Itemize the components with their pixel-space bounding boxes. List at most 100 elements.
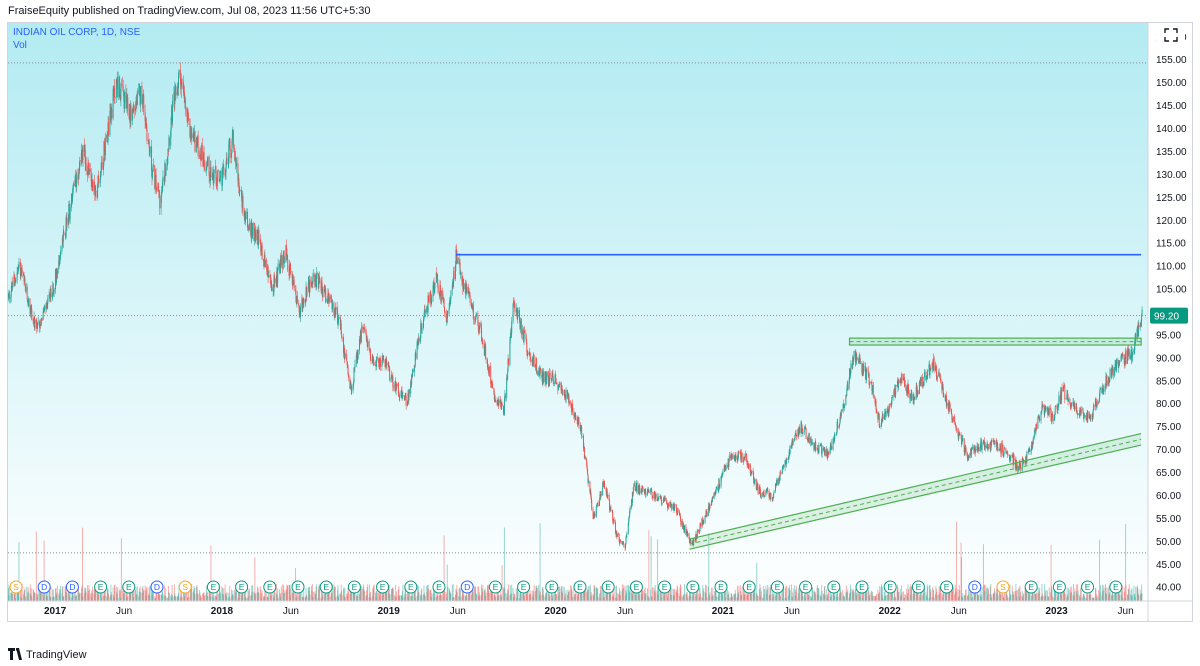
volume-bar [789,590,791,601]
volume-bar [245,597,247,601]
volume-bar [475,593,477,601]
volume-bar [369,584,371,601]
volume-bar [270,595,272,601]
candle-body [48,294,50,299]
candle-body [211,175,213,178]
candle-body [799,428,801,433]
volume-bar [337,589,339,601]
volume-bar [680,595,682,601]
volume-bar [428,588,430,601]
volume-bar [431,593,433,601]
candle-body [456,258,458,264]
volume-bar [476,594,478,601]
volume-bar [667,597,669,601]
candle-body [23,273,25,277]
volume-bar [641,589,643,601]
candle-body [971,449,973,455]
volume-bar [467,593,469,601]
volume-bar [389,593,391,601]
volume-bar [320,597,322,601]
volume-bar [1124,597,1126,601]
candle-body [829,451,831,455]
volume-bar [686,594,688,601]
volume-bar [545,592,547,601]
volume-bar [785,597,787,601]
volume-bar [241,595,243,601]
candle-body [296,295,298,304]
volume-bar [407,596,409,601]
candle-body [302,302,304,309]
volume-bar [187,597,189,601]
volume-bar [161,587,163,601]
volume-bar [415,597,417,601]
volume-bar [357,584,359,601]
candle-body [509,340,511,365]
volume-bar [216,591,218,601]
volume-bar [1045,589,1047,601]
candle-body [307,282,309,289]
candle-body [525,332,527,340]
volume-bar [229,585,231,601]
volume-bar [666,594,668,601]
candle-body [350,384,352,391]
volume-bar [367,584,369,601]
volume-bar [911,586,913,601]
candle-body [961,438,963,441]
candle-body [845,395,847,405]
volume-bar [253,591,255,601]
volume-bar [240,587,242,601]
candle-body [980,441,982,448]
volume-bar [1130,594,1132,601]
volume-bar [1083,593,1085,601]
volume-bar [929,585,931,601]
volume-bar [952,587,954,601]
volume-bar [962,593,964,601]
volume-bar [1019,585,1021,601]
volume-bar [458,596,460,601]
volume-bar [1135,586,1137,601]
volume-bar [183,591,185,601]
volume-bar [508,584,510,601]
volume-bar [437,595,439,601]
volume-bar [725,588,727,601]
candle-body [720,476,722,487]
volume-bar [62,596,64,601]
volume-bar [624,586,626,601]
volume-bar [384,589,386,601]
volume-bar [983,585,985,601]
volume-bar [1099,539,1101,601]
volume-bar [391,588,393,601]
volume-bar [465,595,467,601]
candle-body [341,334,343,338]
volume-bar [1031,591,1033,601]
candle-body [170,130,172,146]
volume-bar [689,592,691,601]
volume-bar [1040,597,1042,601]
volume-bar [741,586,743,601]
volume-bar [414,591,416,601]
volume-bar [871,591,873,601]
volume-bar [700,593,702,601]
volume-bar [122,585,124,601]
volume-bar [509,595,511,601]
candle-body [853,356,855,361]
volume-bar [55,588,57,601]
volume-bar [517,592,519,601]
volume-bar [232,590,234,601]
volume-bar [884,588,886,601]
volume-bar [944,586,946,601]
volume-bar [736,597,738,601]
volume-bar [851,589,853,601]
volume-bar [397,589,399,601]
candle-body [600,494,602,497]
volume-bar [222,593,224,601]
volume-bar [255,593,257,601]
volume-bar [900,596,902,601]
volume-bar [929,585,931,601]
volume-bar [39,588,41,601]
candle-body [801,422,803,432]
candle-body [943,395,945,397]
candle-body [888,403,890,412]
